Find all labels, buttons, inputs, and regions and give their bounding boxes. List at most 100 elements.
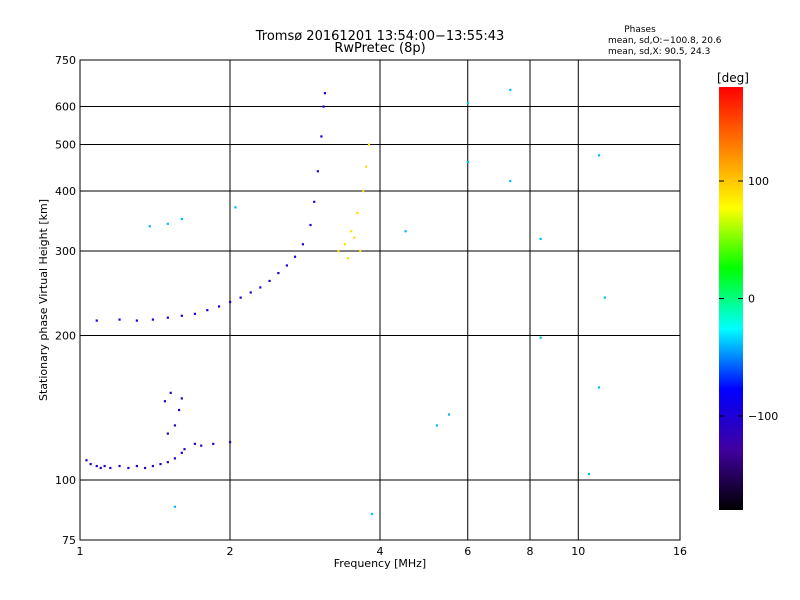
echo-point [356,212,359,215]
y-tick-label: 100 [55,474,76,487]
echo-point [234,206,237,209]
x-tick-label: 16 [673,545,687,558]
echo-point [509,179,512,183]
chart-subtitle: RwPretec (8p) [334,41,425,56]
echo-point [166,222,169,225]
echo-point [212,442,215,445]
echo-point [118,318,121,321]
echo-point [466,160,469,164]
phases-mean-x: mean, sd,X: 90.5, 24.3 [608,47,710,57]
echo-point [587,472,591,476]
echo-point [301,243,305,246]
echo-point [293,255,297,258]
echo-point [268,279,271,283]
echo-point [109,466,112,470]
echo-point [353,236,356,239]
y-tick-label: 400 [55,185,76,198]
echo-point [365,165,368,168]
echo-point [99,466,102,470]
echo-point [143,466,147,470]
echo-point [285,264,288,267]
echo-point [316,170,319,173]
echo-point [466,102,469,105]
y-tick-label: 75 [62,534,76,547]
x-tick-label: 8 [527,545,534,558]
echo-point [193,312,197,315]
y-tick-label: 200 [55,330,76,343]
echo-point [166,316,169,319]
x-tick-label: 6 [464,545,471,558]
echo-point [177,408,181,412]
echo-point [180,451,183,454]
echo-point [180,217,183,221]
echo-point [350,230,353,233]
y-tick-label: 750 [55,54,76,67]
echo-point [367,143,371,146]
y-axis-label: Stationary phase Virtual Height [km] [37,199,50,401]
echo-point [370,512,373,516]
colorbar-tick-label: 100 [748,175,769,188]
echo-point [173,457,177,460]
echo-point [173,505,177,508]
echo-point [163,400,167,403]
echo-point [151,318,155,321]
y-tick-label: 300 [55,245,76,258]
echo-point [151,464,155,468]
echo-point [359,250,362,253]
echo-point [404,230,407,233]
x-tick-label: 10 [571,545,585,558]
x-axis: 1 2 4 6 8 10 16 [77,545,688,558]
echo-point [337,250,340,253]
echo-point [343,243,347,246]
echo-point [322,105,325,108]
echo-point [206,309,209,312]
echo-point [183,448,186,451]
echo-point [539,336,542,339]
echo-point [148,225,151,228]
echo-point [229,441,232,444]
echo-point [346,257,350,260]
echo-point [217,305,221,308]
echo-point [313,200,316,203]
chart-title: Tromsø 20161201 13:54:00−13:55:43 [255,29,505,44]
echo-point [95,464,98,468]
x-axis-label: Frequency [MHz] [334,557,426,570]
colorbar-ticks: 100 0 −100 [719,175,778,423]
phases-mean-o: mean, sd,O:−100.8, 20.6 [608,36,722,46]
echo-point [447,413,451,416]
colorbar-label: [deg] [717,71,749,85]
echo-point [320,135,323,138]
echo-point [193,442,197,445]
echo-point [435,424,438,427]
echo-point [103,464,106,468]
echo-point [95,319,98,322]
echo-point [239,296,242,299]
x-tick-label: 1 [77,545,84,558]
echo-point [309,223,312,227]
echo-point [118,464,121,468]
colorbar-tick-label: 0 [748,293,755,306]
echo-point [166,461,169,464]
echo-point [509,88,512,92]
echo-point [180,397,183,400]
plot-frame [79,59,681,541]
echo-point [277,271,280,275]
echo-point [85,459,88,462]
echo-point [173,424,177,427]
echo-point [127,466,130,470]
phases-title: Phases [624,25,656,35]
y-tick-label: 500 [55,139,76,152]
echo-point [249,291,252,294]
echo-point [180,314,183,317]
echo-point [323,92,327,95]
echo-point [135,319,138,322]
echo-point [89,462,92,466]
echo-point [135,464,138,468]
echo-point [259,286,262,289]
echo-point [597,386,601,389]
y-tick-label: 600 [55,101,76,114]
echo-point [159,462,162,466]
x-tick-label: 2 [227,545,234,558]
x-tick-label: 4 [377,545,384,558]
